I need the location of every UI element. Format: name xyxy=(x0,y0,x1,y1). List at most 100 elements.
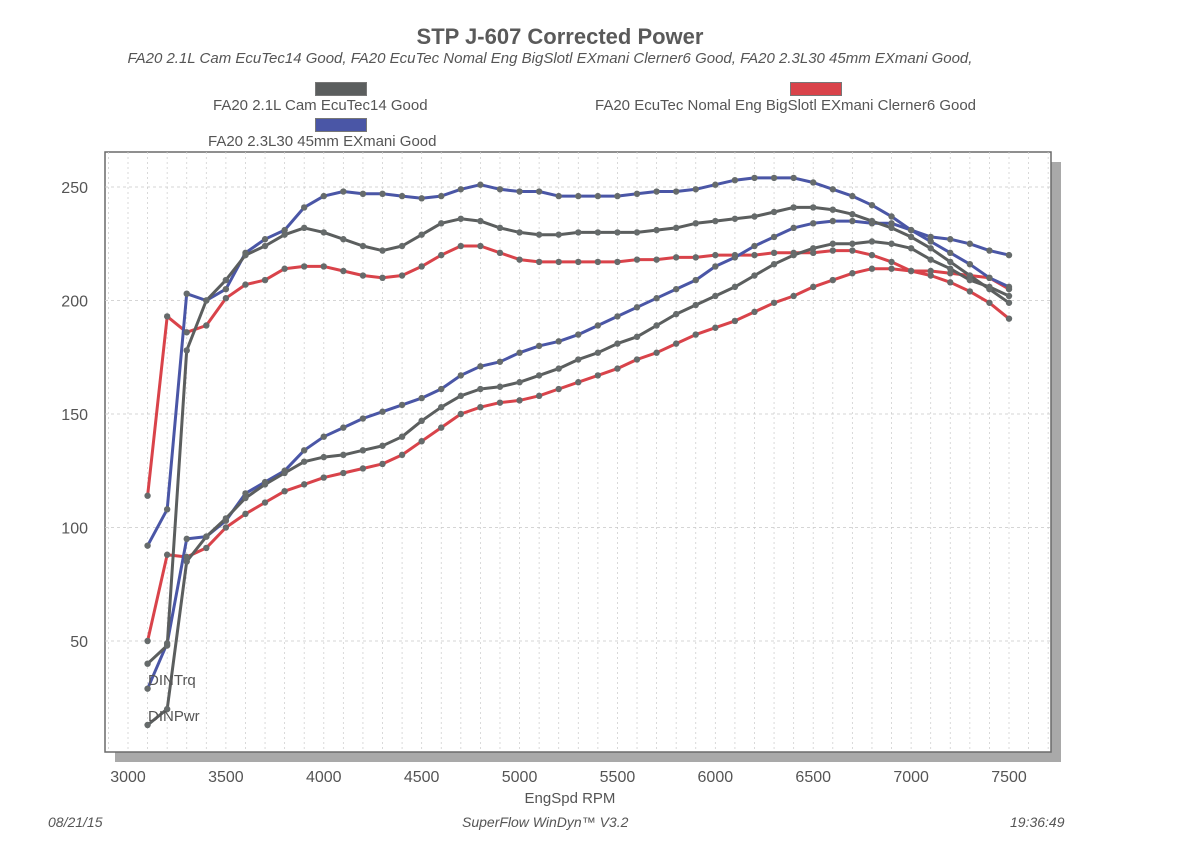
data-point xyxy=(810,179,817,186)
data-point xyxy=(888,265,895,272)
data-point xyxy=(770,299,778,306)
data-point xyxy=(770,174,778,182)
data-point xyxy=(281,487,288,495)
data-point xyxy=(398,433,406,440)
data-point xyxy=(966,260,974,268)
legend-label-gray: FA20 2.1L Cam EcuTec14 Good xyxy=(213,97,428,114)
data-point xyxy=(261,242,269,250)
data-point xyxy=(614,313,621,320)
data-point xyxy=(261,481,269,488)
data-point xyxy=(340,236,347,243)
data-point xyxy=(692,220,699,227)
data-point xyxy=(751,272,758,279)
data-point xyxy=(712,292,719,300)
data-point xyxy=(810,249,817,257)
data-point xyxy=(575,192,582,200)
data-point xyxy=(398,192,406,200)
x-tick-label: 5000 xyxy=(502,769,538,786)
x-tick-label: 6500 xyxy=(795,769,831,786)
data-point xyxy=(790,224,797,232)
data-point xyxy=(379,408,386,415)
legend-swatch-red xyxy=(790,82,842,96)
data-point xyxy=(535,372,543,379)
data-point xyxy=(320,433,327,440)
data-point xyxy=(555,365,562,372)
data-point xyxy=(770,249,778,257)
data-point xyxy=(849,217,856,225)
data-point xyxy=(614,340,621,347)
data-point xyxy=(320,229,327,236)
data-point xyxy=(594,229,602,236)
data-point xyxy=(261,236,269,243)
data-point xyxy=(712,324,719,331)
data-point xyxy=(555,338,562,345)
data-point xyxy=(849,247,856,254)
annotation-dintrq: DINTrq xyxy=(148,672,196,689)
data-point xyxy=(183,329,190,336)
data-point xyxy=(183,347,190,354)
data-point xyxy=(751,251,758,259)
data-point xyxy=(163,705,171,713)
data-point xyxy=(163,506,171,513)
data-point xyxy=(535,392,543,400)
data-point xyxy=(986,299,993,306)
data-point xyxy=(868,217,876,225)
data-point xyxy=(907,233,915,241)
data-point xyxy=(438,192,445,200)
data-point xyxy=(203,533,210,540)
data-point xyxy=(418,231,425,238)
data-point xyxy=(614,365,621,372)
data-point xyxy=(712,181,719,188)
data-point xyxy=(301,263,308,270)
data-point xyxy=(340,188,347,195)
data-point xyxy=(301,204,308,211)
data-point xyxy=(712,251,719,259)
data-point xyxy=(301,224,308,232)
data-point xyxy=(770,233,778,241)
data-point xyxy=(888,224,895,232)
data-point xyxy=(535,231,543,238)
data-point xyxy=(340,267,347,275)
data-point xyxy=(496,249,504,257)
data-point xyxy=(594,349,602,356)
data-point xyxy=(203,297,210,304)
data-point xyxy=(261,276,269,284)
data-point xyxy=(379,190,386,198)
data-point xyxy=(457,242,465,250)
data-point xyxy=(535,258,543,266)
data-point xyxy=(672,285,680,293)
chart-title: STP J-607 Corrected Power xyxy=(416,24,704,49)
data-point xyxy=(947,270,954,277)
data-point xyxy=(829,186,836,193)
y-tick-label: 200 xyxy=(61,294,88,311)
data-point xyxy=(633,333,641,341)
data-point xyxy=(163,551,171,558)
data-point xyxy=(731,317,739,325)
data-point xyxy=(359,465,367,472)
data-point xyxy=(986,274,993,281)
data-point xyxy=(594,192,602,200)
data-point xyxy=(731,215,739,222)
data-point xyxy=(751,242,758,250)
data-point xyxy=(790,251,797,259)
data-point xyxy=(281,226,288,234)
data-point xyxy=(633,190,641,198)
data-point xyxy=(888,213,895,220)
data-point xyxy=(575,229,582,236)
data-point xyxy=(692,301,699,309)
data-point xyxy=(888,220,895,227)
data-point xyxy=(927,245,934,252)
data-point xyxy=(398,242,406,250)
data-point xyxy=(144,685,151,692)
data-point xyxy=(144,492,151,499)
data-point xyxy=(692,186,699,193)
data-point xyxy=(516,188,523,195)
data-point xyxy=(222,515,230,522)
data-point xyxy=(359,415,367,422)
data-point xyxy=(516,397,523,404)
data-point xyxy=(183,558,190,565)
data-point xyxy=(692,276,699,284)
data-point xyxy=(927,272,934,279)
y-tick-label: 50 xyxy=(70,634,88,651)
data-point xyxy=(301,458,308,465)
